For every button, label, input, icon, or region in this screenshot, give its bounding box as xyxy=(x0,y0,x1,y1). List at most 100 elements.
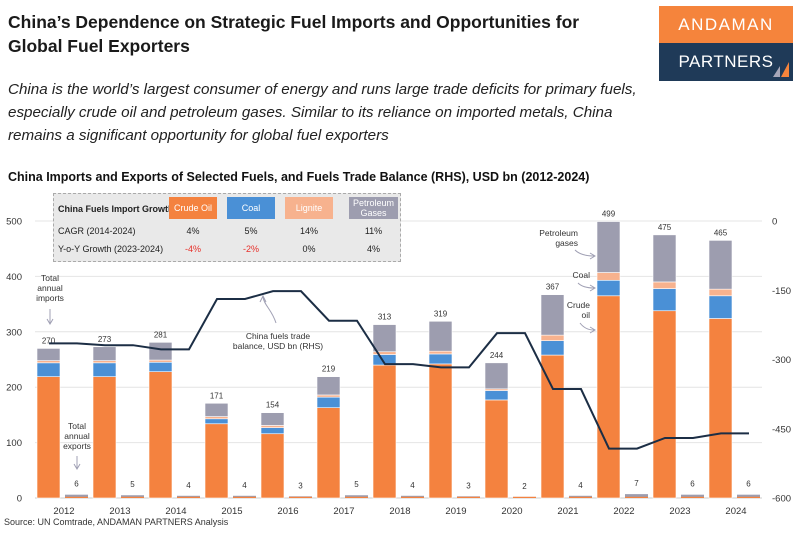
bar-lignite xyxy=(36,360,61,364)
yoy-crude: -4% xyxy=(184,244,201,254)
yoy-lignite: 0% xyxy=(302,244,316,254)
bar-petroleum-gases xyxy=(36,348,61,361)
export-total-label: 6 xyxy=(74,480,79,489)
y2-tick-label: -600 xyxy=(772,494,791,505)
x-tick-label: 2017 xyxy=(333,506,354,517)
bar-crude-oil xyxy=(148,371,173,499)
bar-exports-crude xyxy=(65,496,88,498)
logo-line2: PARTNERS xyxy=(678,52,774,71)
bar-crude-oil xyxy=(316,407,341,499)
x-tick-label: 2022 xyxy=(613,506,634,517)
x-tick-label: 2023 xyxy=(669,506,690,517)
bar-petroleum-gases xyxy=(484,362,509,390)
arrow-coal xyxy=(577,282,596,292)
bar-crude-oil xyxy=(204,423,229,499)
bar-lignite xyxy=(596,272,621,281)
row-yoy-label: Y-o-Y Growth (2023-2024) xyxy=(58,244,164,254)
bar-exports-crude xyxy=(457,496,480,498)
bar-petroleum-gases xyxy=(652,234,677,283)
bar-exports-crude xyxy=(513,496,536,498)
bar-lignite xyxy=(204,416,229,420)
bar-petroleum-gases xyxy=(428,320,453,352)
bar-lignite xyxy=(652,281,677,289)
x-tick-label: 2021 xyxy=(557,506,578,517)
bar-crude-oil xyxy=(260,433,285,499)
import-total-label: 219 xyxy=(322,365,336,374)
bar-petroleum-gases xyxy=(316,376,341,396)
source-note: Source: UN Comtrade, ANDAMAN PARTNERS An… xyxy=(4,517,229,527)
y2-tick-label: 0 xyxy=(772,217,777,228)
bar-exports xyxy=(625,494,648,498)
import-total-label: 499 xyxy=(602,210,616,219)
x-tick-label: 2024 xyxy=(725,506,746,517)
arrow-exports xyxy=(73,456,81,470)
bar-lignite xyxy=(540,334,565,341)
bar-exports-crude xyxy=(681,496,704,498)
growth-table-title: China Fuels Import Growth xyxy=(58,204,174,214)
y-tick-label: 500 xyxy=(6,217,22,228)
y-tick-label: 200 xyxy=(6,383,22,394)
y2-tick-label: -300 xyxy=(772,355,791,366)
bar-lignite xyxy=(148,359,173,363)
y2-tick-label: -150 xyxy=(772,286,791,297)
export-total-label: 6 xyxy=(690,480,695,489)
export-total-label: 3 xyxy=(466,481,471,490)
cagr-coal: 5% xyxy=(244,226,258,236)
bar-exports-crude xyxy=(401,496,424,498)
bar-crude-oil xyxy=(484,399,509,499)
bar-coal xyxy=(540,340,565,356)
bar-petroleum-gases xyxy=(92,346,117,361)
annotation-coal: Coal xyxy=(573,270,591,280)
export-total-label: 3 xyxy=(298,481,303,490)
bar-lignite xyxy=(92,360,117,364)
annotation-trade-balance: China fuels trade balance, USD bn (RHS) xyxy=(232,331,324,351)
bar-exports xyxy=(121,495,144,498)
bar-crude-oil xyxy=(596,295,621,499)
bar-exports-crude xyxy=(345,496,368,498)
export-total-label: 7 xyxy=(634,479,639,488)
export-total-label: 6 xyxy=(746,480,751,489)
x-tick-label: 2019 xyxy=(445,506,466,517)
y-tick-label: 400 xyxy=(6,272,22,283)
bar-exports-crude xyxy=(233,496,256,498)
bar-lignite xyxy=(260,425,285,428)
bar-crude-oil xyxy=(652,310,677,499)
col-lignite: Lignite xyxy=(285,197,333,219)
bar-petroleum-gases xyxy=(372,324,397,353)
arrow-gases xyxy=(574,249,596,260)
col-petroleum-gases: Petroleum Gases xyxy=(349,197,398,219)
logo-line1: ANDAMAN xyxy=(659,6,793,43)
bar-exports-crude xyxy=(569,496,592,498)
bar-crude-oil xyxy=(708,318,733,499)
bar-exports-crude xyxy=(121,496,144,498)
bar-petroleum-gases xyxy=(260,412,285,426)
bar-exports xyxy=(737,494,760,498)
bar-coal xyxy=(428,353,453,365)
import-total-label: 154 xyxy=(266,401,280,410)
bar-crude-oil xyxy=(428,363,453,499)
page-title: China’s Dependence on Strategic Fuel Imp… xyxy=(8,12,580,56)
bar-exports-crude xyxy=(737,496,760,498)
bar-crude-oil xyxy=(36,376,61,499)
bar-petroleum-gases xyxy=(596,221,621,273)
import-total-label: 319 xyxy=(434,309,448,318)
x-tick-label: 2012 xyxy=(53,506,74,517)
import-total-label: 313 xyxy=(378,313,392,322)
y2-tick-label: -450 xyxy=(772,424,791,435)
bar-coal xyxy=(148,361,173,372)
import-total-label: 281 xyxy=(154,330,168,339)
yoy-coal: -2% xyxy=(242,244,259,254)
x-tick-label: 2015 xyxy=(221,506,242,517)
import-total-label: 465 xyxy=(714,228,728,237)
bar-coal xyxy=(596,279,621,297)
bar-coal xyxy=(652,288,677,312)
annotation-total-exports: Total annual exports xyxy=(63,421,91,451)
bar-crude-oil xyxy=(92,376,117,499)
arrow-imports xyxy=(46,309,54,325)
trade-balance-line xyxy=(49,290,749,450)
export-total-label: 5 xyxy=(130,480,135,489)
row-cagr-label: CAGR (2014-2024) xyxy=(58,226,136,236)
growth-table: China Fuels Import Growth Crude Oil Coal… xyxy=(53,193,401,262)
import-total-label: 273 xyxy=(98,335,112,344)
